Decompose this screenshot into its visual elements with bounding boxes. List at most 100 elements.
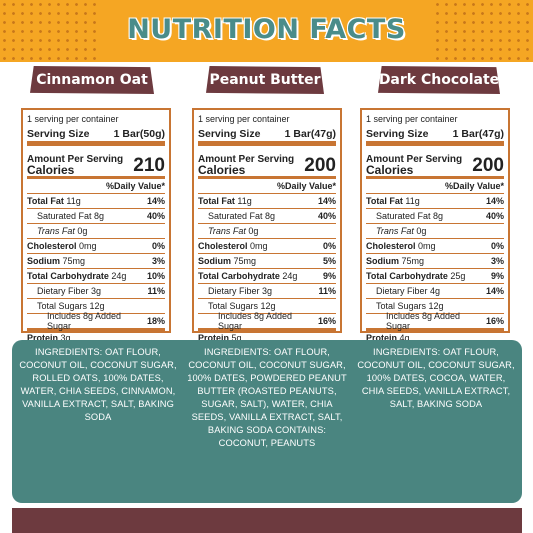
cholesterol-amount: 0mg [79, 241, 97, 251]
carb-label: Total Carbohydrate [27, 271, 109, 281]
cholesterol-amount: 0mg [250, 241, 268, 251]
calories-value: 200 [304, 155, 336, 176]
trans-fat-amount: 0g [77, 226, 88, 236]
sat-fat-dv: 40% [317, 211, 336, 221]
added-sugar-dv: 16% [485, 316, 504, 326]
protein-amount: 3g [60, 333, 71, 343]
calories-value: 210 [133, 155, 165, 176]
trans-fat-label: Trans Fat [376, 226, 414, 236]
sugars-label: Total Sugars 12g [376, 301, 444, 311]
protein-label: Protein [198, 333, 230, 343]
sodium-label: Sodium [366, 256, 399, 266]
serving-size-value: 1 Bar(47g) [452, 127, 504, 140]
sodium-label: Sodium [198, 256, 231, 266]
cholesterol-dv: 0% [322, 241, 336, 251]
protein-amount: 4g [399, 333, 410, 343]
carb-amount: 25g [450, 271, 466, 281]
protein-amount: 5g [231, 333, 242, 343]
ingredients-cinnamon-oat: INGREDIENTS: OAT FLOUR, COCONUT OIL, COC… [19, 347, 177, 422]
sodium-dv: 3% [151, 256, 165, 266]
fiber-dv: 11% [147, 286, 165, 296]
sat-fat-label: Saturated Fat 8g [376, 211, 444, 221]
sodium-amount: 75mg [62, 256, 86, 266]
dv-header: %Daily Value* [276, 181, 336, 191]
product-tag-cinnamon-oat: Cinnamon Oat [30, 66, 154, 94]
added-sugar-label: Includes 8g Added Sugar [47, 311, 122, 331]
servings-text: 1 serving per container [27, 114, 119, 124]
servings-text: 1 serving per container [366, 114, 458, 124]
nutrition-panel-peanut-butter: 1 serving per container Serving Size 1 Ba… [192, 108, 342, 343]
dot-pattern-left [0, 0, 100, 62]
nutrition-panel-cinnamon-oat: 1 serving per container Serving Size 1 Ba… [21, 108, 171, 343]
protein-label: Protein [27, 333, 59, 343]
serving-size-label: Serving Size [198, 127, 261, 140]
cholesterol-label: Cholesterol [27, 241, 77, 251]
calories-value: 200 [472, 155, 504, 176]
trans-fat-amount: 0g [248, 226, 259, 236]
total-fat-amount: 11g [237, 196, 252, 206]
serving-size-label: Serving Size [27, 127, 90, 140]
sat-fat-dv: 40% [485, 211, 504, 221]
carb-dv: 9% [490, 271, 504, 281]
dot-pattern-right [433, 0, 533, 62]
carb-dv: 10% [146, 271, 165, 281]
added-sugar-dv: 16% [317, 316, 336, 326]
header-banner: NUTRITION FACTS [0, 0, 533, 62]
carb-amount: 24g [282, 271, 298, 281]
total-fat-label: Total Fat [366, 196, 403, 206]
dv-header: %Daily Value* [444, 181, 504, 191]
calories-label: Calories [366, 163, 414, 177]
trans-fat-label: Trans Fat [37, 226, 75, 236]
serving-size-label: Serving Size [366, 127, 429, 140]
cholesterol-dv: 0% [490, 241, 504, 251]
serving-size-value: 1 Bar(50g) [113, 127, 165, 140]
fiber-label: Dietary Fiber 4g [376, 286, 441, 296]
sodium-dv: 3% [490, 256, 504, 266]
calories-label: Calories [198, 163, 246, 177]
trans-fat-amount: 0g [416, 226, 427, 236]
sat-fat-label: Saturated Fat 8g [37, 211, 105, 221]
amount-per-serving: Amount Per Serving [27, 154, 124, 165]
cholesterol-label: Cholesterol [198, 241, 248, 251]
cholesterol-dv: 0% [151, 241, 165, 251]
total-fat-label: Total Fat [198, 196, 235, 206]
ingredients-panel: INGREDIENTS: OAT FLOUR, COCONUT OIL, COC… [12, 340, 522, 503]
sat-fat-label: Saturated Fat 8g [208, 211, 276, 221]
total-fat-label: Total Fat [27, 196, 64, 206]
total-fat-dv: 14% [146, 196, 165, 206]
trans-fat-label: Trans Fat [208, 226, 246, 236]
cholesterol-amount: 0mg [418, 241, 436, 251]
sat-fat-dv: 40% [146, 211, 165, 221]
sodium-amount: 75mg [233, 256, 257, 266]
ingredients-dark-chocolate: INGREDIENTS: OAT FLOUR, COCONUT OIL, COC… [357, 347, 515, 409]
added-sugar-dv: 18% [146, 316, 165, 326]
total-fat-amount: 11g [405, 196, 420, 206]
ingredients-peanut-butter: INGREDIENTS: OAT FLOUR, COCONUT OIL, COC… [187, 347, 347, 448]
sugars-label: Total Sugars 12g [208, 301, 276, 311]
amount-per-serving: Amount Per Serving [366, 154, 463, 165]
calories-label: Calories [27, 163, 75, 177]
fiber-label: Dietary Fiber 3g [208, 286, 273, 296]
protein-label: Protein [366, 333, 398, 343]
dv-header: %Daily Value* [105, 181, 165, 191]
carb-amount: 24g [111, 271, 127, 281]
servings-text: 1 serving per container [198, 114, 290, 124]
nutrition-panel-dark-chocolate: 1 serving per container Serving Size 1 Ba… [360, 108, 510, 343]
carb-dv: 9% [322, 271, 336, 281]
product-tag-peanut-butter: Peanut Butter [206, 66, 324, 94]
added-sugar-label: Includes 8g Added Sugar [218, 311, 293, 331]
fiber-dv: 14% [485, 286, 504, 296]
total-fat-dv: 14% [485, 196, 504, 206]
serving-size-value: 1 Bar(47g) [284, 127, 336, 140]
sugars-label: Total Sugars 12g [37, 301, 105, 311]
total-fat-dv: 14% [317, 196, 336, 206]
page-title: NUTRITION FACTS [127, 14, 406, 45]
cholesterol-label: Cholesterol [366, 241, 416, 251]
total-fat-amount: 11g [66, 196, 81, 206]
amount-per-serving: Amount Per Serving [198, 154, 295, 165]
fiber-label: Dietary Fiber 3g [37, 286, 102, 296]
sodium-amount: 75mg [401, 256, 425, 266]
carb-label: Total Carbohydrate [198, 271, 280, 281]
product-tag-dark-chocolate: Dark Chocolate [378, 66, 500, 94]
sodium-dv: 5% [322, 256, 336, 266]
